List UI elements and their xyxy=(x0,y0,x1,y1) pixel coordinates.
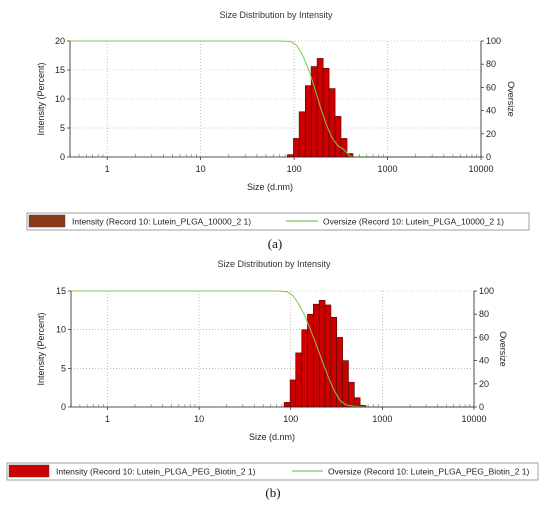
legend-swatch-intensity xyxy=(28,214,66,228)
y2-axis-label: Oversize xyxy=(498,331,508,367)
y-axis-label: Intensity (Percent) xyxy=(36,312,46,385)
panel-label: (a) xyxy=(268,236,282,251)
y-tick-label: 15 xyxy=(56,286,66,296)
y-tick-label: 0 xyxy=(61,402,66,412)
y-tick-label: 0 xyxy=(60,152,65,162)
intensity-bar xyxy=(328,88,336,158)
legend-label-intensity: Intensity (Record 10: Lutein_PLGA_PEG_Bi… xyxy=(56,467,256,477)
legend-box xyxy=(26,212,530,231)
y2-tick-label: 80 xyxy=(479,309,489,319)
oversize-line xyxy=(71,290,474,408)
intensity-bar xyxy=(342,360,349,408)
y2-tick-label: 80 xyxy=(486,59,496,69)
x-axis-label: Size (d.nm) xyxy=(249,432,295,442)
legend-box xyxy=(6,462,539,481)
y-tick-label: 10 xyxy=(55,94,65,104)
intensity-bar xyxy=(301,329,308,408)
y2-tick-label: 40 xyxy=(486,106,496,116)
oversize-line xyxy=(70,40,481,158)
x-tick-label: 10 xyxy=(194,414,204,424)
y-axis-label: Intensity (Percent) xyxy=(36,62,46,135)
intensity-bar xyxy=(304,85,312,158)
y2-tick-label: 60 xyxy=(486,82,496,92)
x-tick-label: 1 xyxy=(105,164,110,174)
intensity-bar xyxy=(353,397,361,408)
intensity-bar xyxy=(289,379,297,408)
intensity-bar xyxy=(295,352,302,408)
y2-tick-label: 0 xyxy=(486,152,491,162)
y2-tick-label: 0 xyxy=(479,402,484,412)
chart-title: Size Distribution by Intensity xyxy=(219,10,333,20)
intensity-bar xyxy=(293,138,300,158)
y2-tick-label: 40 xyxy=(479,356,489,366)
chart-panel-a: Size Distribution by Intensity Size (d.n… xyxy=(26,10,530,251)
x-tick-label: 10000 xyxy=(468,164,493,174)
x-tick-label: 1000 xyxy=(378,164,398,174)
intensity-bar xyxy=(318,299,326,408)
panel-label: (b) xyxy=(265,485,280,500)
y2-tick-label: 60 xyxy=(479,332,489,342)
intensity-bar xyxy=(298,111,306,158)
y2-tick-label: 100 xyxy=(479,286,494,296)
x-tick-label: 1 xyxy=(105,414,110,424)
legend-label-intensity: Intensity (Record 10: Lutein_PLGA_10000_… xyxy=(72,217,251,227)
intensity-bar xyxy=(324,304,332,408)
plot-area: 0 5 10 15 20 0 20 40 60 80 100 1 10 100 1000 10000 xyxy=(55,36,501,174)
x-tick-label: 100 xyxy=(283,414,298,424)
x-axis-label: Size (d.nm) xyxy=(247,182,293,192)
y-tick-label: 5 xyxy=(60,123,65,133)
x-tick-label: 10000 xyxy=(461,414,486,424)
plot-area: 0 5 10 15 0 20 40 60 80 100 1 10 100 1000 10000 xyxy=(56,286,494,424)
y2-tick-label: 100 xyxy=(486,36,501,46)
intensity-bar xyxy=(313,303,320,408)
x-tick-label: 100 xyxy=(287,164,302,174)
intensity-bar xyxy=(283,402,291,408)
x-tick-label: 1000 xyxy=(372,414,392,424)
y2-tick-label: 20 xyxy=(486,129,496,139)
legend-label-oversize: Oversize (Record 10: Lutein_PLGA_PEG_Bio… xyxy=(328,467,529,477)
intensity-bar xyxy=(334,116,342,158)
legend-swatch-intensity xyxy=(8,464,50,478)
y2-tick-label: 20 xyxy=(479,379,489,389)
x-tick-label: 10 xyxy=(196,164,206,174)
y-tick-label: 20 xyxy=(55,36,65,46)
y-tick-label: 10 xyxy=(56,325,66,335)
chart-panel-b: Size Distribution by Intensity Size (d.n… xyxy=(6,259,539,500)
intensity-bar xyxy=(348,381,355,408)
y-tick-label: 15 xyxy=(55,65,65,75)
intensity-bar xyxy=(322,67,330,158)
legend-label-oversize: Oversize (Record 10: Lutein_PLGA_10000_2… xyxy=(323,217,504,227)
y2-axis-label: Oversize xyxy=(506,81,516,117)
y-tick-label: 5 xyxy=(61,363,66,373)
chart-title: Size Distribution by Intensity xyxy=(217,259,331,269)
